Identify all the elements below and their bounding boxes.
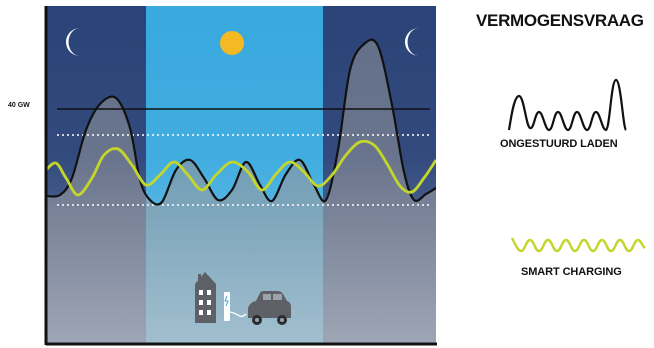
smart-charging-curve <box>46 139 436 197</box>
moon-icon <box>65 28 80 56</box>
legend-title: VERMOGENSVRAAG <box>476 11 644 30</box>
uncontrolled-charging-curve <box>46 38 436 206</box>
sun-icon <box>220 31 244 55</box>
smart-legend-swatch <box>510 237 646 253</box>
smart-legend-label: SMART CHARGING <box>521 266 622 278</box>
moon-icon <box>404 28 419 56</box>
ground-fade <box>46 6 436 344</box>
car-icon <box>248 291 291 325</box>
charger-icon <box>224 292 247 321</box>
uncontrolled-legend-swatch <box>507 78 628 132</box>
uncontrolled-legend-label: ONGESTUURD LADEN <box>500 138 618 150</box>
y-marker-label: 40 GW <box>8 102 30 109</box>
